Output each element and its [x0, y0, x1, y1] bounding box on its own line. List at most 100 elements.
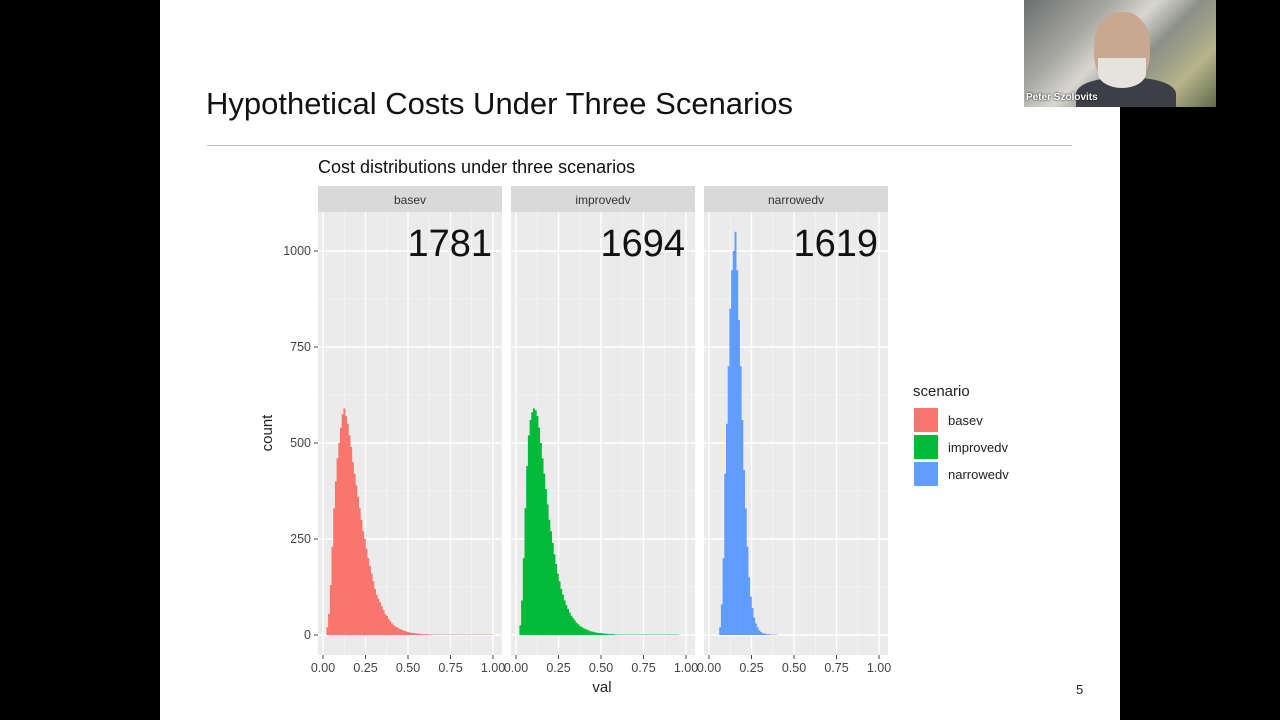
histogram-bar: [411, 633, 414, 635]
histogram-bar: [419, 633, 422, 635]
histogram-bar: [741, 419, 744, 635]
x-tick-label: 0.25: [353, 661, 377, 675]
histogram-bar: [732, 251, 735, 635]
histogram-bar: [385, 615, 388, 635]
histogram-bar: [372, 581, 375, 635]
histogram-bar: [592, 631, 595, 635]
histogram-bar: [729, 308, 732, 635]
histogram-bar: [585, 629, 588, 635]
panel-narrowedv: narrowedv 1619 0.00 0.25 0.50 0.75 1.00: [697, 186, 891, 675]
participant-name: Peter Szolovits: [1026, 92, 1098, 103]
histogram-bar: [426, 634, 429, 635]
x-tick-label: 0.75: [438, 661, 462, 675]
histogram-bar: [582, 628, 585, 635]
histogram-bar: [753, 617, 756, 635]
histogram-bar: [353, 473, 356, 635]
x-tick-label: 0.75: [631, 661, 655, 675]
histogram-bar: [744, 508, 747, 635]
histogram-bar: [722, 558, 725, 635]
histogram-bar: [587, 630, 590, 635]
histogram-bar: [345, 416, 348, 635]
histogram-bar: [609, 634, 612, 635]
histogram-bar: [538, 427, 541, 635]
histogram-bar: [519, 625, 522, 635]
histogram-bar: [334, 481, 337, 635]
histogram-bar: [551, 542, 554, 635]
y-tick-label: 250: [290, 532, 311, 546]
histogram-bar: [594, 632, 597, 635]
histogram-bar: [548, 519, 551, 635]
histogram-bar: [350, 446, 353, 635]
histogram-bar: [329, 585, 332, 635]
histogram-bar: [365, 548, 368, 635]
histogram-bar: [570, 615, 573, 635]
histogram-bar: [612, 634, 615, 635]
histogram-bar: [414, 633, 417, 635]
histogram-bar: [541, 458, 544, 635]
histogram-bar: [380, 606, 383, 635]
legend-swatch-basev: [914, 408, 938, 432]
histogram-bar: [387, 618, 390, 635]
facet-strip: [704, 186, 888, 212]
histogram-bar: [561, 594, 564, 635]
histogram-bar: [575, 622, 578, 635]
histogram-bar: [341, 414, 344, 635]
histogram-bar: [749, 596, 752, 635]
y-tick-label: 1000: [283, 244, 311, 258]
histogram-bar: [375, 594, 378, 635]
x-tick-label: 0.00: [697, 661, 721, 675]
histogram-bar: [611, 634, 614, 635]
histogram-bar: [726, 423, 728, 635]
x-tick-label: 0.25: [546, 661, 570, 675]
histogram-bar: [607, 634, 610, 635]
histogram-bar: [719, 627, 722, 635]
histogram-bar: [731, 270, 734, 635]
histogram-bar: [727, 366, 730, 635]
histogram-bar: [748, 577, 751, 635]
title-divider: [207, 145, 1072, 146]
y-tick-label: 500: [290, 436, 311, 450]
histogram-bar: [543, 473, 546, 635]
histogram-bar: [737, 320, 740, 635]
histogram-bar: [746, 546, 749, 635]
histogram-bar: [766, 634, 769, 635]
histogram-bar: [751, 608, 754, 635]
histogram-bar: [544, 489, 547, 635]
legend-title: scenario: [913, 383, 970, 400]
legend-label: improvedv: [948, 440, 1008, 455]
histogram-bar: [580, 626, 583, 635]
panel-improvedv: improvedv 1694 0.00 0.25 0.50 0.75 1.00: [504, 186, 698, 675]
histogram-bar: [377, 598, 380, 635]
histogram-bar: [401, 630, 404, 635]
histogram-bar: [396, 627, 399, 635]
histogram-bar: [736, 270, 739, 635]
histogram-bar: [761, 633, 764, 635]
histogram-bar: [768, 634, 771, 635]
histogram-bar: [389, 621, 392, 635]
histogram-bar: [355, 485, 358, 635]
histogram-bar: [370, 573, 373, 635]
histogram-bar: [553, 554, 556, 635]
histogram-bar: [597, 633, 600, 635]
participant-video[interactable]: Peter Szolovits: [1024, 0, 1216, 107]
histogram-bar: [526, 466, 529, 635]
histogram-bar: [536, 416, 539, 635]
histogram-bar: [425, 634, 427, 635]
histogram-bar: [572, 618, 575, 635]
chart-title: Cost distributions under three scenarios: [318, 157, 635, 177]
histogram-bar: [590, 631, 593, 635]
histogram-bar: [392, 625, 395, 635]
histogram-bar: [560, 588, 563, 635]
histogram-bar: [406, 631, 409, 635]
y-tick-label: 0: [304, 628, 311, 642]
histogram-bar: [382, 610, 385, 635]
slide-title: Hypothetical Costs Under Three Scenarios: [206, 86, 793, 121]
histogram-bar: [333, 508, 336, 635]
legend-label: basev: [948, 413, 983, 428]
x-tick-label: 1.00: [867, 661, 891, 675]
histogram-bar: [584, 628, 586, 635]
panel-annotation: 1694: [600, 223, 685, 265]
histogram-bar: [739, 366, 742, 635]
histogram-bar: [338, 443, 341, 635]
histogram-bar: [573, 620, 576, 635]
